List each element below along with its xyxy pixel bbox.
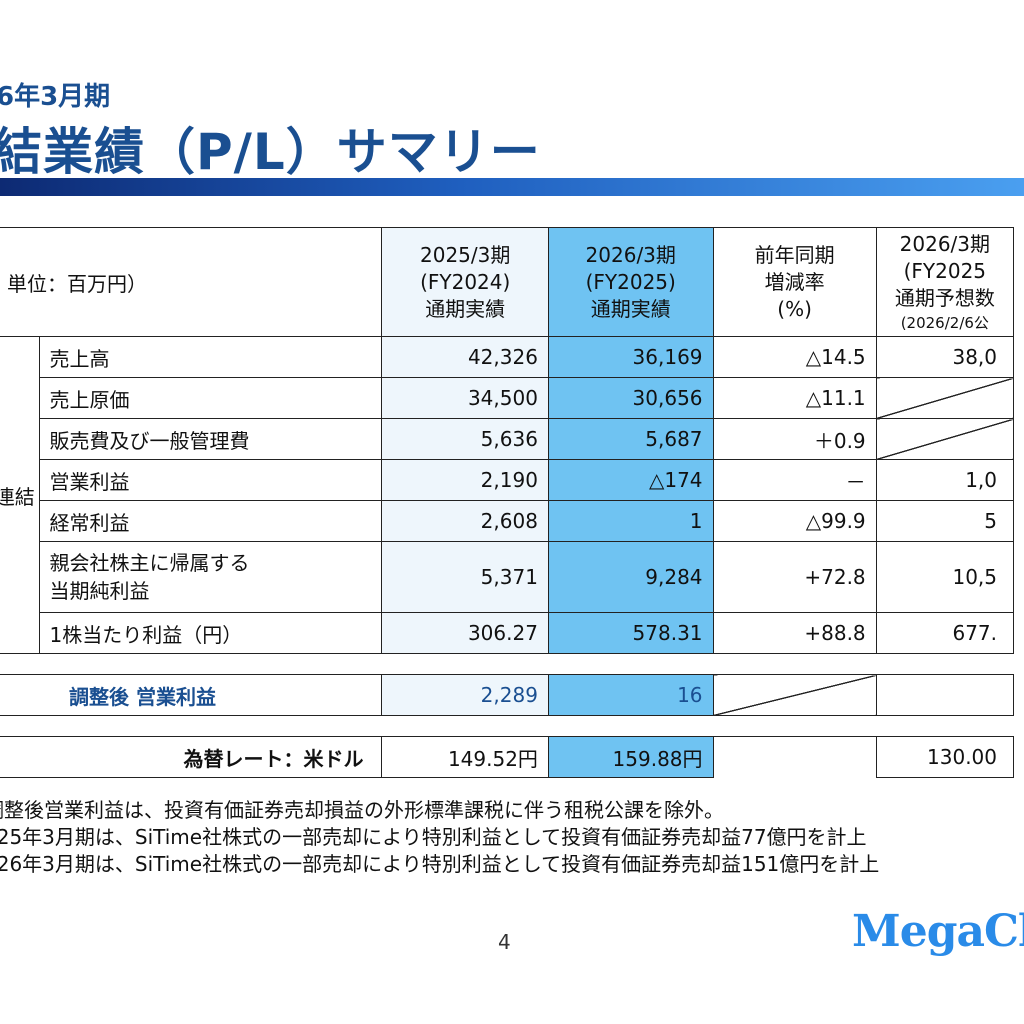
table-row: 経常利益 2,608 1 △99.9 5 (0, 500, 1015, 542)
footnote: 025年3月期は、SiTime社株式の一部売却により特別利益として投資有価証券売… (0, 825, 867, 849)
cell-yoy: △11.1 (712, 377, 877, 419)
page-title: 結業績（P/L）サマリー (0, 123, 541, 181)
fx-rate-fy24: 149.52円 (381, 736, 549, 778)
row-label: 営業利益 (38, 459, 383, 501)
table-row: 販売費及び一般管理費 5,636 5,687 ＋0.9 (0, 418, 1015, 460)
cell-yoy: ＋0.9 (712, 418, 877, 460)
page-number: 4 (498, 930, 511, 954)
table-row: 連結 売上高 42,326 36,169 △14.5 38,0 (0, 336, 1015, 654)
row-label: 販売費及び一般管理費 (38, 418, 383, 460)
cell-fy24: 2,608 (381, 500, 549, 542)
footnote: 調整後営業利益は、投資有価証券売却損益の外形標準課税に伴う租税公課を除外。 (0, 798, 724, 822)
group-label: 連結 (0, 336, 40, 654)
period-subtitle: 6年3月期 (0, 82, 111, 112)
cell-forecast: 677. (875, 612, 1015, 654)
header-yoy: 前年同期 増減率 (%) (712, 227, 877, 337)
adjusted-op-yoy-empty (712, 674, 877, 716)
cell-fy25: 5,687 (547, 418, 714, 460)
adjusted-op-fy24: 2,289 (381, 674, 549, 716)
fx-rate-forecast: 130.00 (875, 736, 1015, 778)
cell-fy24: 34,500 (381, 377, 549, 419)
cell-fy25: 30,656 (547, 377, 714, 419)
cell-forecast: 1,0 (875, 459, 1015, 501)
fx-rate-fy25: 159.88円 (547, 736, 714, 778)
cell-fy25: 36,169 (547, 336, 714, 378)
fx-rate-yoy-empty (712, 736, 877, 778)
table-spacer (0, 715, 1014, 737)
pl-summary-table: 単位：百万円） 2025/3期 (FY2024) 通期実績 2026/3期 (FY20… (0, 227, 1015, 778)
title-underline-bar (0, 178, 1024, 196)
header-fy2025: 2026/3期 (FY2025) 通期実績 (547, 227, 714, 337)
company-logo: MegaCh (852, 906, 1024, 957)
cell-forecast-empty (875, 377, 1015, 419)
table-spacer (0, 653, 1014, 675)
footnote: 026年3月期は、SiTime社株式の一部売却により特別利益として投資有価証券売… (0, 852, 880, 876)
cell-fy25: 9,284 (547, 541, 714, 613)
cell-fy24: 2,190 (381, 459, 549, 501)
header-forecast: 2026/3期 (FY2025 通期予想数 (2026/2/6公 (875, 227, 1015, 337)
fx-rate-row: 為替レート：米ドル 149.52円 159.88円 130.00 (0, 736, 1015, 778)
adjusted-op-label: 調整後 営業利益 (0, 674, 383, 716)
row-label: 売上高 (38, 336, 383, 378)
table-row: 親会社株主に帰属する 当期純利益 5,371 9,284 +72.8 10,5 (0, 541, 1015, 613)
adjusted-op-forecast-empty (875, 674, 1015, 716)
cell-forecast: 38,0 (875, 336, 1015, 378)
row-label: 売上原価 (38, 377, 383, 419)
row-label: 親会社株主に帰属する 当期純利益 (38, 541, 383, 613)
cell-fy24: 42,326 (381, 336, 549, 378)
cell-fy25: 578.31 (547, 612, 714, 654)
cell-yoy: +88.8 (712, 612, 877, 654)
cell-fy24: 5,371 (381, 541, 549, 613)
cell-forecast-empty (875, 418, 1015, 460)
cell-yoy: △14.5 (712, 336, 877, 378)
header-fy2024: 2025/3期 (FY2024) 通期実績 (381, 227, 549, 337)
table-row: 1株当たり利益（円） 306.27 578.31 +88.8 677. (0, 612, 1015, 654)
cell-yoy: △99.9 (712, 500, 877, 542)
cell-forecast: 5 (875, 500, 1015, 542)
cell-yoy: +72.8 (712, 541, 877, 613)
row-label: 1株当たり利益（円） (38, 612, 383, 654)
adjusted-op-fy25: 16 (547, 674, 714, 716)
cell-yoy: － (712, 459, 877, 501)
cell-fy25: 1 (547, 500, 714, 542)
cell-forecast: 10,5 (875, 541, 1015, 613)
table-header-row: 単位：百万円） 2025/3期 (FY2024) 通期実績 2026/3期 (FY20… (0, 227, 1015, 337)
table-row: 売上原価 34,500 30,656 △11.1 (0, 377, 1015, 419)
unit-label: 単位：百万円） (0, 227, 383, 337)
footnotes: 調整後営業利益は、投資有価証券売却損益の外形標準課税に伴う租税公課を除外。 02… (0, 797, 879, 878)
adjusted-op-row: 調整後 営業利益 2,289 16 (0, 674, 1015, 716)
table-row: 営業利益 2,190 △174 － 1,0 (0, 459, 1015, 501)
row-label: 経常利益 (38, 500, 383, 542)
fx-rate-label: 為替レート：米ドル (0, 736, 383, 778)
cell-fy24: 5,636 (381, 418, 549, 460)
cell-fy25: △174 (547, 459, 714, 501)
cell-fy24: 306.27 (381, 612, 549, 654)
